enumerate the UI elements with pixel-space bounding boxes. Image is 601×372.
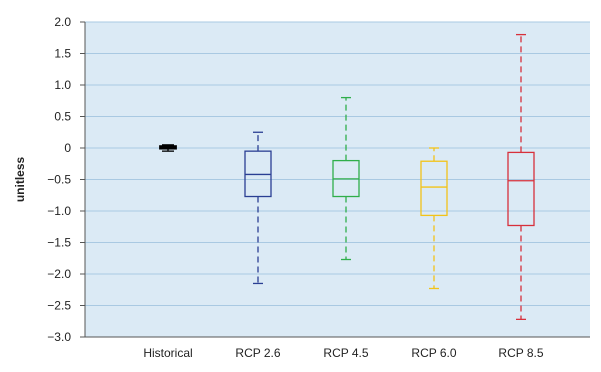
box-historical (159, 144, 177, 152)
x-tick-label: RCP 6.0 (411, 346, 456, 360)
axes (84, 22, 590, 338)
x-tick-label: RCP 2.6 (235, 346, 280, 360)
x-tick-labels: Historical RCP 2.6 RCP 4.5 RCP 6.0 RCP 8.5 (143, 346, 544, 360)
y-tick-label: −2.0 (47, 267, 71, 281)
iqr-box (420, 160, 448, 217)
y-tick-label: −1.5 (47, 236, 71, 250)
x-tick-label: RCP 4.5 (323, 346, 368, 360)
box-rcp-4-5 (332, 96, 360, 261)
box-rcp-8-5 (507, 33, 535, 321)
y-tick-label: −2.5 (47, 299, 71, 313)
x-tick-label: Historical (143, 346, 192, 360)
y-tick-label: 0 (64, 141, 71, 155)
y-tick-label: 1.5 (54, 47, 71, 61)
y-tick-label: −1.0 (47, 204, 71, 218)
y-tick-label: 1.0 (54, 78, 71, 92)
x-tick-label: RCP 8.5 (498, 346, 543, 360)
box-rcp-2-6 (244, 131, 272, 285)
y-tick-label: −3.0 (47, 330, 71, 344)
y-tick-label: 0.5 (54, 110, 71, 124)
y-tick-label: −0.5 (47, 173, 71, 187)
y-axis-label: unitless (13, 157, 27, 203)
iqr-box (507, 151, 535, 227)
y-tick-label: 2.0 (54, 15, 71, 29)
box-rcp-6-0 (420, 147, 448, 290)
boxes (159, 33, 535, 321)
y-tick-labels: 2.0 1.5 1.0 0.5 0 −0.5 −1.0 −1.5 −2.0 −2.5 −3.0 (47, 15, 71, 344)
